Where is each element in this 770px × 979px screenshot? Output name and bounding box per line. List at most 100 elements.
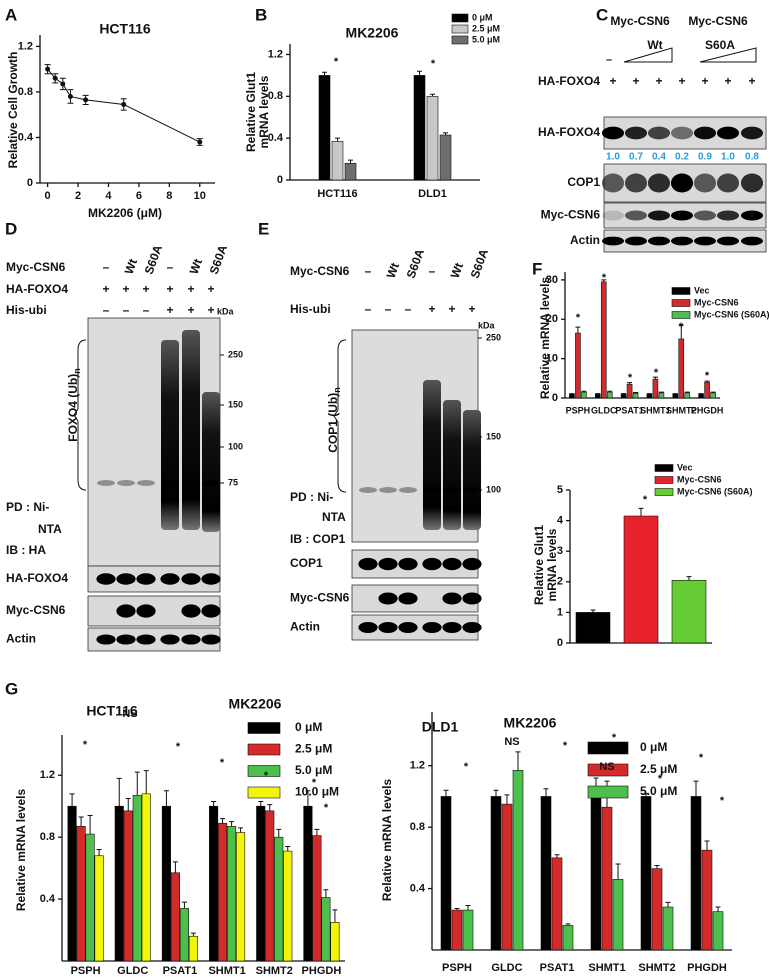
bar [575, 332, 581, 399]
dose-wedge [623, 47, 673, 63]
significance-label: * [312, 777, 317, 789]
quantification: 0.4 [652, 152, 666, 163]
strip-label: Myc-CSN6 [290, 591, 350, 605]
bar [114, 805, 124, 962]
blot-band [647, 210, 671, 221]
blot-band [442, 592, 462, 605]
bar [451, 909, 463, 951]
y-axis-label: Relative Cell Growth [6, 52, 20, 169]
y-tick-label: 0.4 [268, 132, 284, 144]
x-tick-label: GLDC [591, 405, 617, 415]
bar [227, 826, 237, 962]
bar [67, 805, 77, 962]
bar [581, 391, 587, 399]
y-tick-label: 0 [27, 177, 33, 189]
error-bar [590, 609, 596, 613]
error-bar [684, 391, 690, 393]
smear-label: FOXO4 (Ub)n [66, 368, 82, 442]
significance-label: * [220, 757, 225, 769]
bar [209, 805, 219, 962]
blot-band [378, 557, 398, 571]
blot-band [443, 487, 461, 493]
lane-sign: + [428, 302, 435, 316]
kda-label: kDa [217, 306, 235, 316]
error-bar [633, 391, 639, 394]
error-bar [332, 909, 338, 923]
x-tick-label: 6 [136, 190, 142, 202]
bar [312, 835, 322, 962]
bar [413, 75, 426, 181]
error-bar [322, 71, 327, 76]
bar [704, 381, 710, 399]
bar [712, 911, 724, 951]
blot-band [136, 634, 156, 645]
y-tick-label: 1 [557, 606, 563, 618]
y-tick-label: 0 [557, 637, 563, 649]
group-label: Myc-CSN6 [610, 14, 670, 28]
pulldown-label: PD : Ni- [290, 490, 333, 504]
x-tick-label: PHGDH [302, 965, 342, 977]
legend-swatch [247, 786, 281, 799]
y-tick-label: 0.4 [410, 882, 426, 894]
lane-sign: + [468, 302, 475, 316]
blot-band [116, 573, 136, 585]
blot-band [399, 487, 417, 493]
x-tick-label: PSPH [71, 965, 101, 977]
marker-label: 75 [228, 477, 238, 487]
blot-band [137, 480, 155, 486]
blot-band [202, 480, 220, 486]
blot-band [462, 622, 482, 633]
legend-swatch [247, 765, 281, 777]
row-label: Myc-CSN6 [290, 264, 350, 278]
dose-wedge [699, 47, 757, 63]
x-tick-label: GLDC [491, 962, 522, 974]
lane-sign: – [143, 303, 150, 317]
legend-label: 0 μM [472, 12, 493, 22]
significance-label: NS [599, 761, 614, 773]
x-tick-label: SHMT1 [640, 405, 671, 415]
strip-label: COP1 [567, 175, 600, 189]
blot-band [201, 634, 221, 645]
error-bar [116, 777, 122, 807]
significance-label: * [705, 370, 710, 382]
blot-band [462, 592, 482, 605]
lane-sign: S60A [142, 243, 166, 276]
x-tick-label: 4 [105, 190, 112, 202]
bar [236, 832, 246, 962]
blot-band [398, 557, 418, 571]
blot-band [716, 173, 740, 193]
blot-band [740, 126, 764, 140]
significance-label: * [654, 367, 659, 379]
x-tick-label: GLDC [117, 965, 148, 977]
chart-title: MK2206 [346, 25, 399, 41]
lane-sign: Wt [122, 257, 140, 276]
legend-label: 5.0 μM [295, 763, 332, 777]
y-tick-label: 0 [277, 174, 283, 186]
lane-sign: + [207, 303, 214, 317]
quantification: 0.9 [698, 152, 712, 163]
blot-band [716, 126, 740, 140]
legend-swatch [654, 464, 674, 472]
legend-swatch [451, 24, 469, 34]
blot-band [182, 480, 200, 486]
bar [76, 826, 86, 962]
error-bar [163, 790, 169, 807]
row-label: His-ubi [6, 303, 47, 317]
bar [620, 393, 627, 399]
legend-label: 2.5 μM [295, 742, 332, 756]
blot-band [647, 236, 671, 246]
panel-letter: D [5, 219, 17, 238]
lane-sign: Wt [448, 261, 466, 280]
blot-band [693, 210, 717, 221]
lane-sign: – [405, 302, 412, 316]
bar [671, 579, 707, 644]
x-tick-label: PSAT1 [615, 405, 643, 415]
blot-band [624, 210, 648, 221]
error-bar [258, 801, 264, 807]
blot-band [160, 573, 180, 585]
bar [651, 868, 663, 951]
lane-sign: + [187, 303, 194, 317]
lane-sign: – [365, 302, 372, 316]
x-tick-label: SHMT2 [256, 965, 293, 977]
